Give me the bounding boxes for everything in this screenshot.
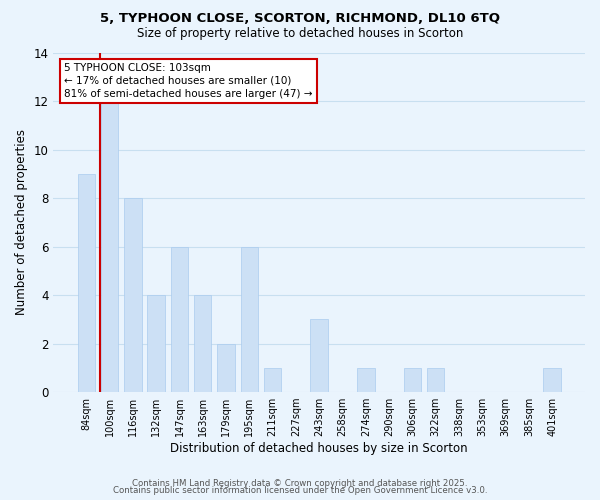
Bar [171, 246, 188, 392]
Bar [310, 320, 328, 392]
Bar [101, 101, 118, 392]
Bar [427, 368, 445, 392]
Y-axis label: Number of detached properties: Number of detached properties [15, 130, 28, 316]
Text: 5, TYPHOON CLOSE, SCORTON, RICHMOND, DL10 6TQ: 5, TYPHOON CLOSE, SCORTON, RICHMOND, DL1… [100, 12, 500, 26]
Bar [148, 295, 165, 392]
Bar [544, 368, 561, 392]
Bar [124, 198, 142, 392]
Text: Contains HM Land Registry data © Crown copyright and database right 2025.: Contains HM Land Registry data © Crown c… [132, 478, 468, 488]
Bar [217, 344, 235, 392]
Text: 5 TYPHOON CLOSE: 103sqm
← 17% of detached houses are smaller (10)
81% of semi-de: 5 TYPHOON CLOSE: 103sqm ← 17% of detache… [64, 62, 313, 99]
Bar [264, 368, 281, 392]
Text: Size of property relative to detached houses in Scorton: Size of property relative to detached ho… [137, 28, 463, 40]
Text: Contains public sector information licensed under the Open Government Licence v3: Contains public sector information licen… [113, 486, 487, 495]
X-axis label: Distribution of detached houses by size in Scorton: Distribution of detached houses by size … [170, 442, 468, 455]
Bar [357, 368, 374, 392]
Bar [404, 368, 421, 392]
Bar [77, 174, 95, 392]
Bar [241, 246, 258, 392]
Bar [194, 295, 211, 392]
